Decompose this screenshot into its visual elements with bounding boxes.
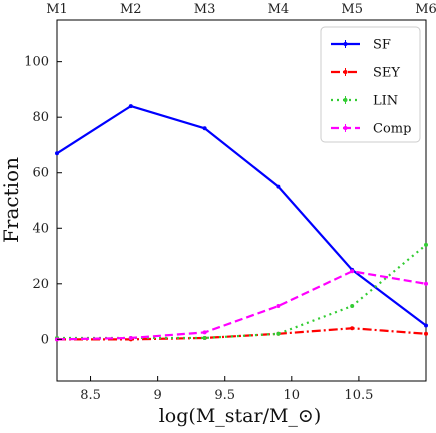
data-point-sf xyxy=(424,323,428,328)
data-point-comp xyxy=(350,269,355,274)
x-tick-label: 10 xyxy=(284,388,301,403)
y-tick-label: 60 xyxy=(32,166,49,181)
top-axis-label: M1 xyxy=(46,2,68,17)
data-point-sf xyxy=(202,126,207,131)
data-point-comp xyxy=(424,281,428,286)
legend-marker-comp xyxy=(343,126,348,130)
legend: SF SEY LIN Comp xyxy=(320,26,421,143)
y-tick-label: 80 xyxy=(32,110,49,125)
data-point-comp xyxy=(202,330,207,335)
data-point-sey xyxy=(350,326,355,331)
y-tick-label: 20 xyxy=(32,277,49,292)
legend-label-sey: SEY xyxy=(373,66,400,81)
plot-frame xyxy=(56,19,427,382)
top-axis-label: M5 xyxy=(341,2,363,17)
legend-marker-sey xyxy=(343,70,348,74)
y-tick-label: 0 xyxy=(41,332,49,347)
top-axis-label: M2 xyxy=(120,2,142,17)
data-point-lin xyxy=(350,304,355,309)
series-line-sf xyxy=(56,104,427,327)
series-line-lin xyxy=(57,244,427,340)
data-point-comp xyxy=(276,304,281,309)
legend-marker-sf xyxy=(343,42,348,46)
legend-box xyxy=(320,26,421,143)
legend-label-sf: SF xyxy=(373,38,391,53)
data-point-sf xyxy=(276,184,281,189)
top-axis-label: M4 xyxy=(268,2,290,17)
x-tick-label: 10.5 xyxy=(344,388,373,403)
legend-marker-lin xyxy=(343,98,348,102)
x-axis-title: log(M_star/M_⊙) xyxy=(159,405,322,427)
data-point-lin xyxy=(424,242,428,247)
legend-label-lin: LIN xyxy=(373,94,398,109)
top-axis-label: M3 xyxy=(194,2,216,17)
series-layer xyxy=(55,104,428,342)
legend-label-comp: Comp xyxy=(373,122,411,137)
series-line-comp xyxy=(56,270,427,341)
x-tick-label: 9 xyxy=(153,388,161,403)
ticks-layer: 8.5 9 9.5 10 10.5 0 20 40 60 80 100 M1 M2 M3 M4 M5 M6 xyxy=(24,2,436,403)
y-tick-label: 100 xyxy=(24,55,49,70)
data-point-sf xyxy=(128,104,133,109)
data-point-sf xyxy=(55,151,59,156)
data-point-lin xyxy=(276,331,281,336)
y-tick-label: 40 xyxy=(32,221,49,236)
y-axis-title: Fraction xyxy=(0,157,23,243)
x-tick-label: 9.5 xyxy=(214,388,235,403)
series-line-sey xyxy=(57,327,427,341)
x-tick-label: 8.5 xyxy=(80,388,101,403)
data-point-lin xyxy=(202,335,207,340)
data-point-sey xyxy=(424,331,428,336)
top-axis-label: M6 xyxy=(415,2,436,17)
data-point-comp xyxy=(128,335,133,340)
